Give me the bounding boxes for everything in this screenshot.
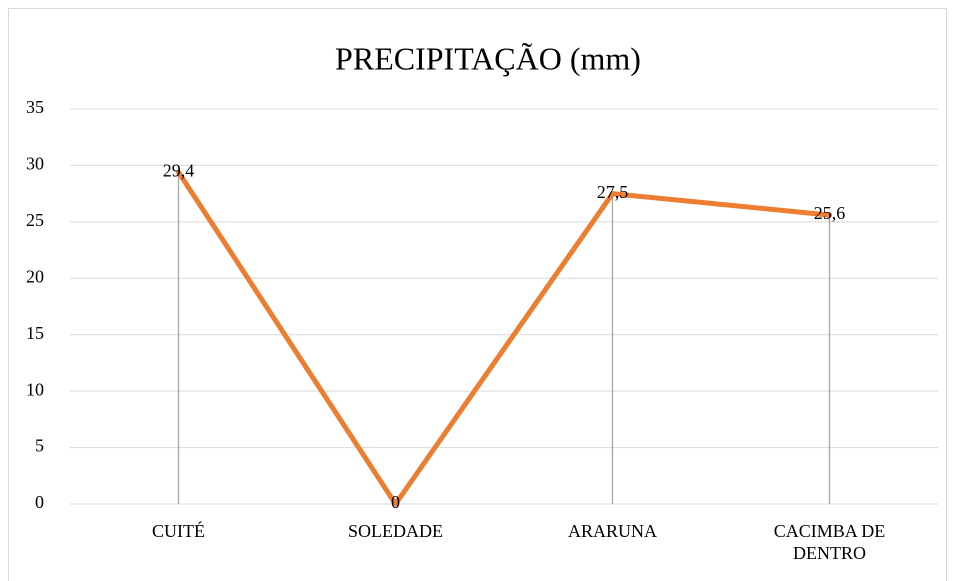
x-tick-label: CUITÉ <box>152 521 205 541</box>
y-tick-label: 15 <box>26 323 44 343</box>
y-tick-label: 0 <box>35 492 44 512</box>
x-tick-label: ARARUNA <box>567 521 657 541</box>
data-label: 29,4 <box>163 160 195 180</box>
y-tick-label: 10 <box>26 379 44 399</box>
y-tick-label: 5 <box>35 436 44 456</box>
line <box>176 169 832 507</box>
data-label: 27,5 <box>597 182 629 202</box>
y-tick-label: 25 <box>26 210 44 230</box>
x-tick-label: SOLEDADE <box>348 521 443 541</box>
chart-title: PRECIPITAÇÃO (mm) <box>335 40 641 76</box>
data-label: 0 <box>391 492 400 512</box>
x-tick-label: CACIMBA DE DENTRO <box>773 521 886 563</box>
y-tick-label: 20 <box>26 266 44 286</box>
y-tick-label: 35 <box>26 97 44 117</box>
y-tick-label: 30 <box>26 154 44 174</box>
data-label: 25,6 <box>814 203 846 223</box>
chart-border <box>8 8 947 581</box>
